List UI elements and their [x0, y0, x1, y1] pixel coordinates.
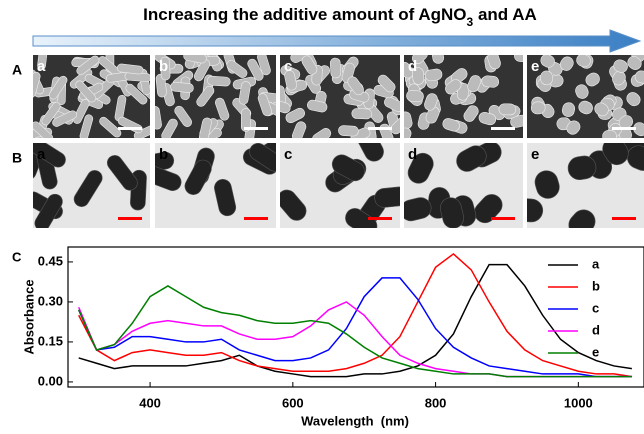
- rod: [499, 104, 516, 115]
- rod: [207, 76, 231, 87]
- figure-title: Increasing the additive amount of AgNO3 …: [143, 5, 537, 29]
- rod: [352, 108, 372, 119]
- row-label: A: [12, 62, 22, 78]
- scale-bar: [491, 217, 515, 220]
- panel-label: b: [159, 58, 168, 75]
- y-tick-label: 0.45: [38, 253, 63, 268]
- spectrum-line: [79, 254, 632, 377]
- panel-label: c: [284, 58, 292, 75]
- scale-bar: [368, 217, 392, 220]
- rod: [481, 75, 499, 87]
- scale-bar: [118, 217, 142, 220]
- scale-bar: [244, 127, 268, 130]
- panel-label: e: [531, 58, 539, 75]
- x-axis-label: Wavelength (nm): [301, 413, 409, 428]
- micrograph: e: [514, 129, 644, 241]
- panel-label: a: [37, 146, 46, 163]
- micrograph: b: [136, 133, 293, 228]
- spectrum-line: [79, 265, 632, 377]
- micrographs: Aa b c d e Ba b c d e: [12, 43, 644, 241]
- scale-bar: [368, 127, 392, 130]
- image: [274, 126, 410, 240]
- rod: [540, 71, 552, 85]
- legend-label: a: [592, 256, 600, 271]
- rod: [602, 130, 616, 142]
- micrograph: a: [19, 136, 150, 233]
- scale-bar: [244, 217, 268, 220]
- legend-label: b: [592, 278, 600, 293]
- row-label: C: [12, 249, 22, 264]
- figure: Increasing the additive amount of AgNO3 …: [0, 0, 644, 434]
- legend-label: e: [592, 344, 599, 359]
- panel-label: a: [37, 58, 46, 75]
- rod: [406, 90, 424, 103]
- x-tick-label: 1000: [564, 395, 593, 410]
- rod: [330, 58, 341, 79]
- legend-label: d: [592, 322, 600, 337]
- y-axis-label: Absorbance: [21, 279, 36, 354]
- scale-bar: [612, 217, 636, 220]
- rod: [531, 101, 546, 114]
- rod: [338, 125, 359, 136]
- scale-bar: [612, 127, 636, 130]
- legend-label: c: [592, 300, 599, 315]
- panel-label: d: [408, 146, 417, 163]
- panel-label: d: [408, 58, 417, 75]
- micrograph: c: [269, 46, 410, 146]
- title-part: and AA: [473, 5, 537, 24]
- panel-label: c: [284, 146, 292, 163]
- micrograph: c: [274, 126, 410, 240]
- row-label: B: [12, 150, 22, 166]
- micrograph: d: [396, 46, 532, 146]
- x-tick-label: 400: [139, 395, 161, 410]
- micrograph: a: [26, 43, 161, 143]
- micrograph: b: [150, 45, 287, 143]
- micrograph: e: [527, 46, 644, 145]
- y-tick-label: 0.30: [38, 293, 63, 308]
- image: [527, 46, 644, 145]
- scale-bar: [491, 127, 515, 130]
- arrow: [33, 30, 640, 52]
- x-tick-label: 600: [282, 395, 304, 410]
- panel-label: e: [531, 146, 539, 163]
- micrograph: d: [398, 138, 523, 230]
- panel-label: b: [159, 146, 168, 163]
- x-tick-label: 800: [425, 395, 447, 410]
- y-tick-label: 0.15: [38, 333, 63, 348]
- title-part: Increasing the additive amount of AgNO: [143, 5, 466, 24]
- y-tick-label: 0.00: [38, 373, 63, 388]
- chart: C 0.00 0.15 0.30 0.45 400 600 800 1000 Wavelength…: [12, 247, 644, 428]
- scale-bar: [118, 127, 142, 130]
